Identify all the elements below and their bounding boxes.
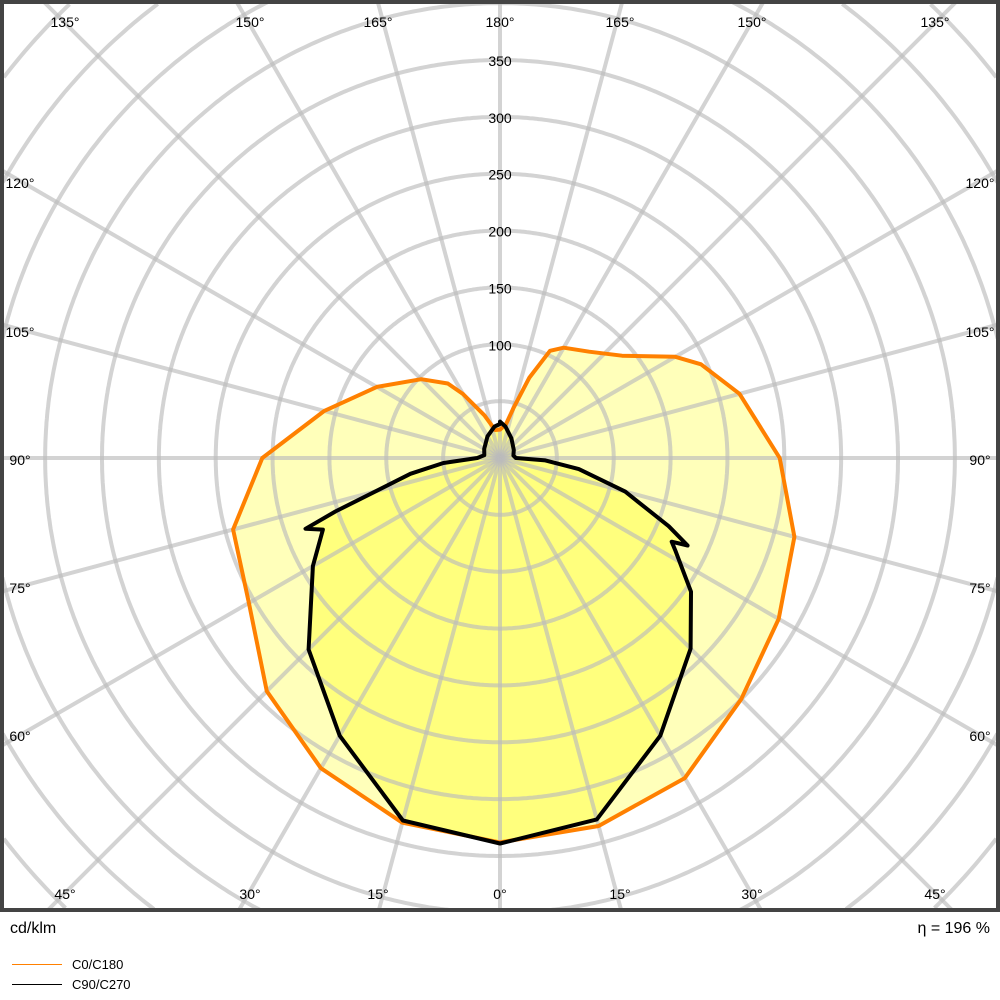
- grid-spoke: [499, 168, 999, 460]
- angle-tick-label: 165°: [364, 14, 393, 30]
- efficiency-label: η = 196 %: [917, 920, 991, 937]
- grid-spoke: [376, 457, 502, 911]
- legend-item-c0: C0/C180: [12, 957, 123, 972]
- angle-tick-label: 90°: [969, 452, 990, 468]
- legend-swatch: [12, 983, 62, 986]
- grid-circle: [2, 2, 998, 910]
- angle-tick-label: 0°: [493, 886, 506, 902]
- grid-spoke: [499, 322, 999, 460]
- angle-tick-label: 150°: [738, 14, 767, 30]
- grid-spoke: [1, 456, 501, 748]
- plot-area: 100 150 200 250 300 350: [0, 0, 1000, 912]
- angle-tick-label: 105°: [966, 324, 995, 340]
- angle-tick-label: 60°: [969, 728, 990, 744]
- angle-tick-label: 30°: [239, 886, 260, 902]
- grid-spoke: [498, 0, 766, 460]
- radial-tick-label: 350: [488, 53, 512, 69]
- grid-spoke: [1, 168, 501, 460]
- radial-tick-label: 300: [488, 110, 512, 126]
- grid-spoke: [498, 0, 958, 460]
- angle-tick-label: 135°: [51, 14, 80, 30]
- angle-tick-label: 75°: [969, 580, 990, 596]
- angle-tick-label: 60°: [9, 728, 30, 744]
- angle-tick-label: 15°: [609, 886, 630, 902]
- angle-tick-label: 90°: [9, 452, 30, 468]
- grid-spoke: [1, 456, 501, 594]
- grid-spoke: [42, 0, 502, 460]
- radial-tick-label: 200: [488, 224, 512, 240]
- angle-tick-label: 105°: [6, 324, 35, 340]
- series-line-c0-c180: [231, 345, 797, 845]
- angle-tick-label: 15°: [367, 886, 388, 902]
- radial-tick-label: 150: [488, 280, 512, 296]
- grid-spoke: [499, 456, 999, 594]
- grid-spoke: [498, 1, 625, 459]
- grid-spoke: [498, 457, 624, 911]
- radial-tick-label: 100: [488, 337, 512, 353]
- legend-label: C90/C270: [72, 977, 131, 992]
- grid-circle: [43, 1, 957, 912]
- grid-spoke: [498, 456, 954, 912]
- angle-tick-label: 120°: [966, 175, 995, 191]
- angle-tick-label: 45°: [54, 886, 75, 902]
- legend-swatch: [12, 963, 62, 966]
- grid-circle: [0, 0, 1000, 912]
- unit-label: cd/klm: [10, 920, 57, 937]
- legend-label: C0/C180: [72, 957, 124, 972]
- series-line-c90-c270: [303, 419, 693, 846]
- radial-tick-label: 250: [488, 167, 512, 183]
- angle-tick-label: 135°: [921, 14, 950, 30]
- grid-spoke: [499, 456, 999, 748]
- angle-tick-label: 165°: [606, 14, 635, 30]
- grid-spoke: [375, 1, 502, 459]
- angle-tick-label: 45°: [924, 886, 945, 902]
- grid-spoke: [498, 456, 763, 912]
- grid-spoke: [1, 322, 501, 460]
- angle-tick-label: 180°: [486, 14, 515, 30]
- angle-tick-label: 150°: [236, 14, 265, 30]
- angle-tick-label: 30°: [741, 886, 762, 902]
- grid-spoke: [46, 456, 502, 912]
- grid-spoke: [237, 456, 502, 912]
- grid-circle: [0, 2, 1000, 911]
- angle-tick-label: 120°: [6, 175, 35, 191]
- grid-spoke: [234, 0, 502, 460]
- angle-tick-label: 75°: [9, 580, 30, 596]
- chart-frame: [0, 0, 1000, 912]
- legend-item-c90: C90/C270: [12, 977, 131, 992]
